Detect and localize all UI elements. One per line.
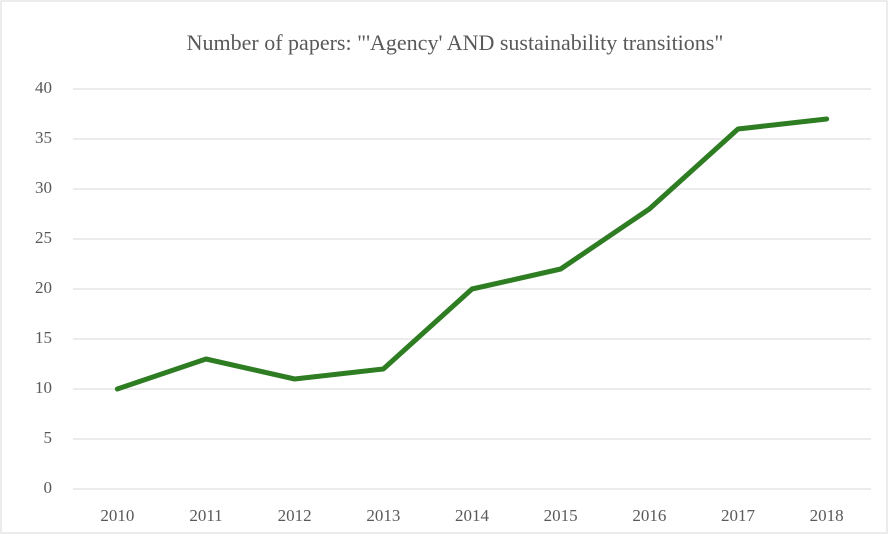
y-tick-label: 0 [44,478,53,497]
x-tick-label: 2014 [455,506,490,525]
x-tick-label: 2012 [278,506,312,525]
y-tick-label: 40 [35,78,52,97]
x-tick-label: 2010 [100,506,134,525]
y-tick-label: 30 [35,178,52,197]
y-tick-label: 10 [35,378,52,397]
y-tick-label: 15 [35,328,52,347]
y-tick-label: 25 [35,228,52,247]
y-tick-label: 35 [35,128,52,147]
y-tick-label: 5 [44,428,53,447]
x-tick-label: 2015 [544,506,578,525]
data-line [114,116,830,392]
x-tick-label: 2018 [810,506,844,525]
x-tick-label: 2016 [632,506,666,525]
x-tick-label: 2011 [189,506,222,525]
x-tick-label: 2013 [366,506,400,525]
x-tick-label: 2017 [721,506,756,525]
y-tick-label: 20 [35,278,52,297]
chart-title: Number of papers: "'Agency' AND sustaina… [187,30,724,55]
